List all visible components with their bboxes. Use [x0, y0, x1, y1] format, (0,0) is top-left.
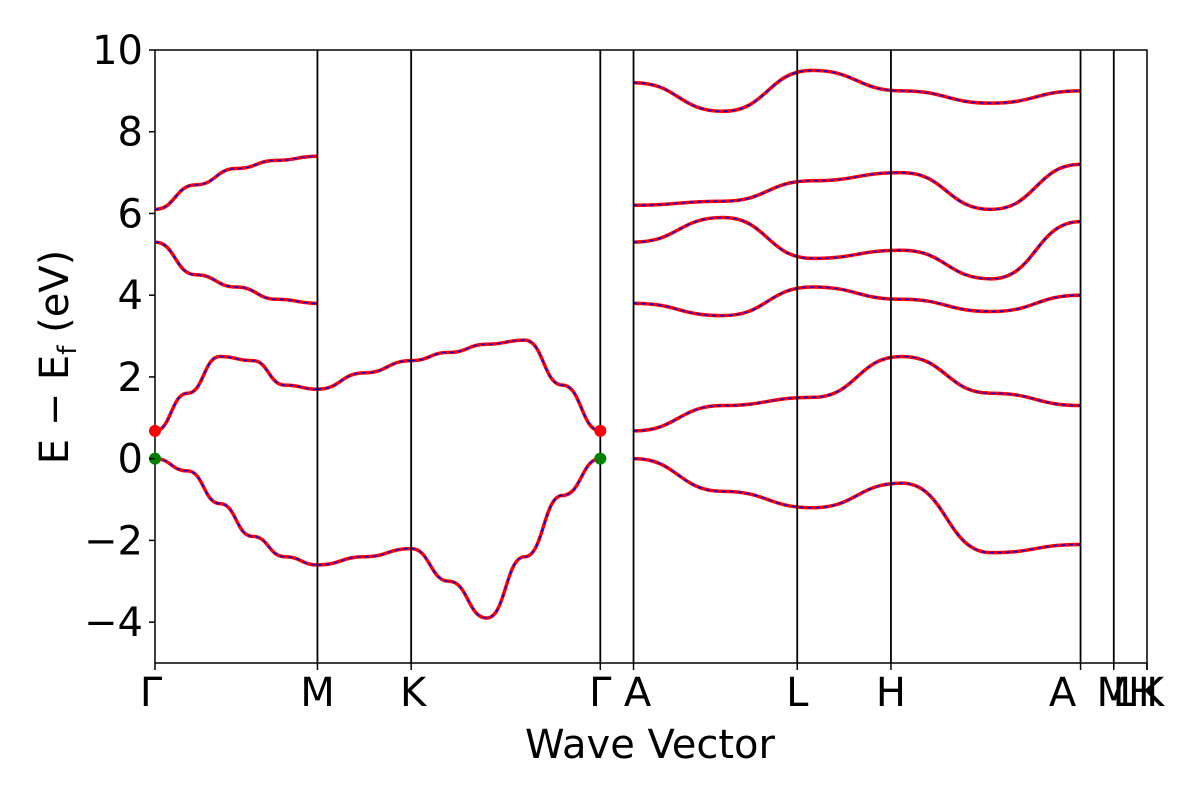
band-line-7 [155, 154, 318, 212]
y-tick-label-3: 4 [118, 273, 143, 319]
y-tick-label-6: −2 [84, 518, 143, 564]
x-tick-label-10: H [1128, 670, 1158, 716]
x-tick-label-4: A [624, 670, 652, 716]
y-axis-label-tail: (eV) [32, 250, 78, 346]
band-dash-6 [155, 241, 318, 305]
band-dash-11 [633, 216, 1081, 280]
x-tick-label-6: H [876, 670, 906, 716]
band-dash-5 [411, 339, 601, 432]
x-tick-label-5: L [786, 670, 809, 716]
x-axis-label: Wave Vector [525, 722, 776, 768]
band-line-13 [633, 68, 1081, 114]
band-dash-0 [155, 457, 318, 566]
special-point-3 [594, 452, 607, 465]
y-tick-label-2: 6 [118, 191, 143, 237]
special-points [149, 424, 607, 465]
high-symmetry-lines [316, 50, 1115, 663]
band-dash-8 [633, 355, 1081, 432]
x-tick-label-3: Γ [589, 670, 612, 716]
x-tick-label-7: A [1049, 670, 1077, 716]
band-dash-2 [411, 457, 601, 619]
y-tick-label-7: −4 [84, 600, 143, 646]
y-axis-ticks: 10 8 6 4 2 0 −2 −4 [84, 28, 155, 646]
band-line-3 [155, 354, 318, 433]
band-dash-4 [317, 359, 412, 390]
x-tick-label-9: L [1113, 670, 1136, 716]
x-tick-label-11: K [1138, 670, 1166, 716]
band-dash-9 [633, 457, 1081, 554]
y-tick-label-1: 8 [118, 110, 143, 156]
band-line-12 [633, 162, 1081, 212]
bands-layer [155, 68, 1081, 620]
x-tick-label-2: K [400, 670, 428, 716]
y-tick-label-4: 2 [118, 355, 143, 401]
y-axis-label-subscript: f [53, 345, 83, 355]
y-axis-label-main: E − E [32, 355, 78, 465]
band-dash-1 [317, 547, 412, 566]
x-tick-label-1: M [300, 670, 335, 716]
x-tick-label-8: M [1097, 670, 1132, 716]
special-point-0 [149, 424, 161, 437]
plot-area [154, 49, 1148, 664]
special-point-2 [594, 424, 607, 437]
plot-frame [154, 49, 1148, 664]
y-tick-label-0: 10 [92, 28, 143, 74]
y-tick-label-5: 0 [118, 437, 143, 483]
x-tick-label-0: Γ [140, 670, 163, 716]
band-dash-10 [633, 286, 1081, 317]
y-axis-label: E − Ef (eV) [32, 250, 83, 465]
